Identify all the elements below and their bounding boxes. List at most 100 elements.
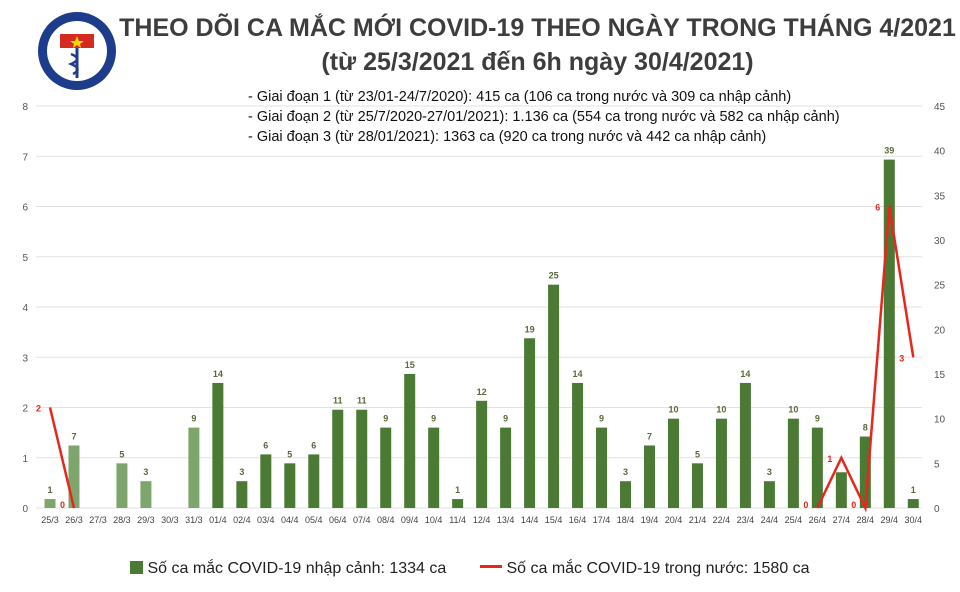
bar-label-25/4: 10 (788, 405, 798, 415)
bar-31/3 (188, 427, 200, 508)
bar-label-03/4: 6 (263, 440, 268, 450)
bar-09/4 (404, 374, 416, 508)
bar-20/4 (667, 418, 679, 508)
x-axis-tick: 18/4 (617, 515, 635, 525)
x-axis-tick: 02/4 (233, 515, 251, 525)
bar-17/4 (596, 427, 608, 508)
right-axis-tick: 25 (934, 281, 946, 292)
line-label-26/4: 0 (803, 500, 808, 510)
bar-04/4 (284, 463, 296, 508)
x-axis-tick: 15/4 (545, 515, 563, 525)
left-axis-tick: 1 (22, 454, 28, 465)
x-axis-tick: 11/4 (449, 515, 466, 525)
line-segment (48, 407, 76, 509)
bar-05/4 (308, 454, 320, 508)
bar-12/4 (476, 400, 488, 508)
bar-21/4 (691, 463, 703, 508)
bar-29/4 (883, 159, 895, 508)
line-label-29/4: 6 (875, 203, 880, 213)
x-axis-tick: 08/4 (377, 515, 395, 525)
line-label-28/4: 0 (851, 500, 856, 510)
bar-label-19/4: 7 (647, 431, 652, 441)
bar-25/4 (787, 418, 799, 508)
bar-label-29/4: 39 (884, 146, 894, 156)
bar-30/4 (907, 499, 919, 508)
bar-label-25/3: 1 (47, 485, 52, 495)
left-axis-tick: 3 (22, 353, 28, 364)
bar-label-30/4: 1 (911, 485, 916, 495)
bar-23/4 (739, 382, 751, 508)
legend-bar-swatch (130, 561, 143, 574)
bar-label-18/4: 3 (623, 467, 628, 477)
left-axis-tick: 4 (22, 303, 28, 314)
chart-subtitle: (từ 25/3/2021 đến 6h ngày 30/4/2021) (321, 48, 754, 76)
x-axis-tick: 14/4 (521, 515, 539, 525)
x-axis-tick: 25/3 (41, 515, 59, 525)
left-axis-tick: 0 (22, 504, 28, 515)
bar-26/3 (68, 445, 80, 508)
bar-13/4 (500, 427, 512, 508)
bar-label-06/4: 11 (333, 396, 343, 406)
bar-26/4 (811, 427, 823, 508)
bar-06/4 (332, 409, 344, 508)
x-axis-tick: 03/4 (257, 515, 275, 525)
bar-28/3 (116, 463, 128, 508)
right-axis-tick: 5 (934, 459, 940, 470)
right-axis-tick: 45 (934, 102, 946, 113)
left-axis-tick: 8 (22, 102, 28, 113)
bar-08/4 (380, 427, 392, 508)
x-axis-tick: 17/4 (593, 515, 611, 525)
x-axis-tick: 01/4 (209, 515, 227, 525)
x-axis-tick: 27/3 (89, 515, 107, 525)
x-axis-tick: 07/4 (353, 515, 371, 525)
x-axis-tick: 30/3 (161, 515, 179, 525)
legend-line-label: Số ca mắc COVID-19 trong nước: 1580 ca (506, 560, 810, 577)
bar-label-10/4: 9 (431, 414, 436, 424)
right-axis-tick: 20 (934, 325, 946, 336)
bar-label-12/4: 12 (477, 387, 487, 397)
x-axis-tick: 22/4 (713, 515, 731, 525)
x-axis-tick: 25/4 (785, 515, 803, 525)
legend-bar: Số ca mắc COVID-19 nhập cảnh: 1334 ca (130, 560, 446, 578)
x-axis-tick: 31/3 (185, 515, 203, 525)
bar-10/4 (428, 427, 440, 508)
x-axis-tick: 28/3 (113, 515, 131, 525)
bar-24/4 (763, 481, 775, 508)
note-phase-3: - Giai đoạn 3 (từ 28/01/2021): 1363 ca (… (248, 129, 767, 145)
x-axis-tick: 05/4 (305, 515, 323, 525)
x-axis-tick: 26/3 (65, 515, 83, 525)
bar-03/4 (260, 454, 272, 508)
x-axis-tick: 26/4 (809, 515, 827, 525)
bar-28/4 (859, 436, 871, 508)
right-axis-tick: 0 (934, 504, 940, 515)
bar-label-08/4: 9 (383, 414, 388, 424)
left-axis-tick: 7 (22, 152, 28, 163)
bar-25/3 (44, 499, 56, 508)
bar-label-11/4: 1 (455, 485, 460, 495)
bar-label-01/4: 14 (213, 369, 223, 379)
bar-label-05/4: 6 (311, 440, 316, 450)
bar-02/4 (236, 481, 248, 508)
x-axis-tick: 27/4 (833, 515, 851, 525)
note-phase-1: - Giai đoạn 1 (từ 23/01-24/7/2020): 415 … (248, 89, 792, 105)
bar-label-04/4: 5 (287, 449, 292, 459)
x-axis-tick: 19/4 (641, 515, 659, 525)
bar-label-02/4: 3 (239, 467, 244, 477)
bar-15/4 (548, 284, 560, 508)
bar-label-21/4: 5 (695, 449, 700, 459)
bar-19/4 (644, 445, 655, 508)
legend-bar-label: Số ca mắc COVID-19 nhập cảnh: 1334 ca (147, 560, 447, 577)
bar-16/4 (572, 382, 584, 508)
bar-22/4 (715, 418, 727, 508)
chart-title: THEO DÕI CA MẮC MỚI COVID-19 THEO NGÀY T… (119, 14, 956, 42)
bar-label-26/3: 7 (71, 431, 76, 441)
x-axis-tick: 30/4 (905, 515, 923, 525)
bar-07/4 (356, 409, 368, 508)
bar-14/4 (524, 338, 536, 508)
line-segment (816, 206, 915, 513)
bar-label-09/4: 15 (405, 360, 415, 370)
bar-label-26/4: 9 (815, 414, 820, 424)
bar-label-15/4: 25 (549, 271, 559, 281)
